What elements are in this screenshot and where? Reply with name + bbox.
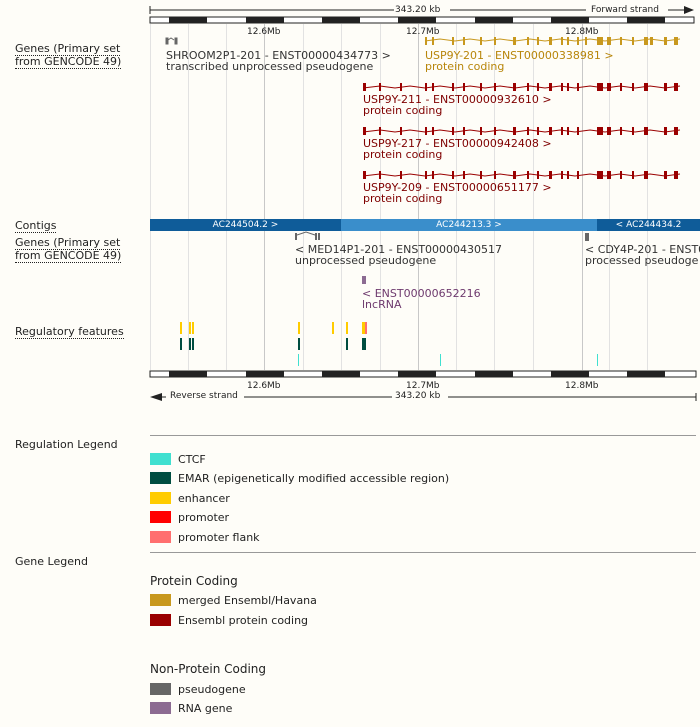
- enhancer-label: enhancer: [178, 492, 230, 505]
- regulation-legend-title: Regulation Legend: [15, 438, 118, 451]
- gene-usp9y-201-name[interactable]: USP9Y-201 - ENST00000338981 >: [425, 49, 614, 62]
- gene-legend-divider: [150, 552, 696, 553]
- contig-ac244434[interactable]: < AC244434.2: [597, 219, 700, 231]
- ctcf-label: CTCF: [178, 453, 206, 466]
- ctcf-swatch: [150, 453, 171, 465]
- promoter-swatch: [150, 511, 171, 523]
- bottom-tick-2: 12.7Mb: [406, 381, 440, 391]
- gene-usp9y-211-biotype: protein coding: [363, 104, 443, 117]
- gene-usp9y-209-biotype: protein coding: [363, 192, 443, 205]
- gene-cdy4p-name[interactable]: < CDY4P-201 - ENST0: [585, 243, 700, 256]
- gene-usp9y-211-name[interactable]: USP9Y-211 - ENST00000932610 >: [363, 93, 552, 106]
- genes-bottom-track-label[interactable]: Genes (Primary set from GENCODE 49): [15, 236, 122, 263]
- reverse-strand-label: Reverse strand: [170, 391, 238, 401]
- gene-usp9y-217-biotype: protein coding: [363, 148, 443, 161]
- contigs-track-label[interactable]: Contigs: [15, 219, 57, 233]
- enhancer-swatch: [150, 492, 171, 504]
- pseudogene-swatch: [150, 683, 171, 695]
- protein-coding-heading: Protein Coding: [150, 574, 238, 588]
- forward-strand-label: Forward strand: [591, 5, 659, 15]
- rna-gene-label: RNA gene: [178, 702, 233, 715]
- gene-lnc-name[interactable]: < ENST00000652216: [362, 287, 481, 300]
- gene-shroom2p1-name[interactable]: SHROOM2P1-201 - ENST00000434773 >: [166, 49, 391, 62]
- gene-usp9y-217-name[interactable]: USP9Y-217 - ENST00000942408 >: [363, 137, 552, 150]
- bottom-span-arrow: [149, 370, 697, 401]
- gene-legend-title: Gene Legend: [15, 555, 88, 568]
- emar-swatch: [150, 472, 171, 484]
- emar-label: EMAR (epigenetically modified accessible…: [178, 472, 450, 485]
- genes-top-track-label[interactable]: Genes (Primary set from GENCODE 49): [15, 42, 122, 69]
- top-span-label: 343.20 kb: [395, 5, 441, 15]
- bottom-tick-3: 12.8Mb: [565, 381, 599, 391]
- gene-usp9y-201-biotype: protein coding: [425, 60, 505, 73]
- regulatory-track-label[interactable]: Regulatory features: [15, 325, 124, 339]
- merged-ensembl-havana-swatch: [150, 594, 171, 606]
- bottom-span-label: 343.20 kb: [395, 391, 441, 401]
- reverse-gene-glyphs[interactable]: [0, 230, 700, 290]
- gene-cdy4p-biotype: processed pseudoge: [585, 254, 699, 267]
- top-tick-3: 12.8Mb: [565, 27, 599, 37]
- top-span-arrow: [149, 6, 695, 24]
- regulatory-features[interactable]: [0, 320, 700, 370]
- pseudogene-label: pseudogene: [178, 683, 246, 696]
- promoter-flank-label: promoter flank: [178, 531, 260, 544]
- contig-ac244504[interactable]: AC244504.2 >: [150, 219, 341, 231]
- gene-med14p1-biotype: unprocessed pseudogene: [295, 254, 437, 267]
- gene-shroom2p1-biotype: transcribed unprocessed pseudogene: [166, 60, 374, 73]
- top-tick-2: 12.7Mb: [406, 27, 440, 37]
- gene-lnc-biotype: lncRNA: [362, 298, 402, 311]
- ensembl-protein-coding-swatch: [150, 614, 171, 626]
- non-protein-coding-heading: Non-Protein Coding: [150, 662, 267, 676]
- gene-med14p1-name[interactable]: < MED14P1-201 - ENST00000430517: [295, 243, 503, 256]
- top-tick-1: 12.6Mb: [247, 27, 281, 37]
- contig-ac244213[interactable]: AC244213.3 >: [341, 219, 597, 231]
- grid-lines: [150, 24, 648, 370]
- promoter-label: promoter: [178, 511, 230, 524]
- gene-usp9y-209-name[interactable]: USP9Y-209 - ENST00000651177 >: [363, 181, 552, 194]
- forward-gene-glyphs[interactable]: [0, 30, 700, 180]
- merged-ensembl-havana-label: merged Ensembl/Havana: [178, 594, 317, 607]
- bottom-tick-1: 12.6Mb: [247, 381, 281, 391]
- ensembl-protein-coding-label: Ensembl protein coding: [178, 614, 309, 627]
- regulation-legend-divider: [150, 435, 696, 436]
- promoter-flank-swatch: [150, 531, 171, 543]
- rna-gene-swatch: [150, 702, 171, 714]
